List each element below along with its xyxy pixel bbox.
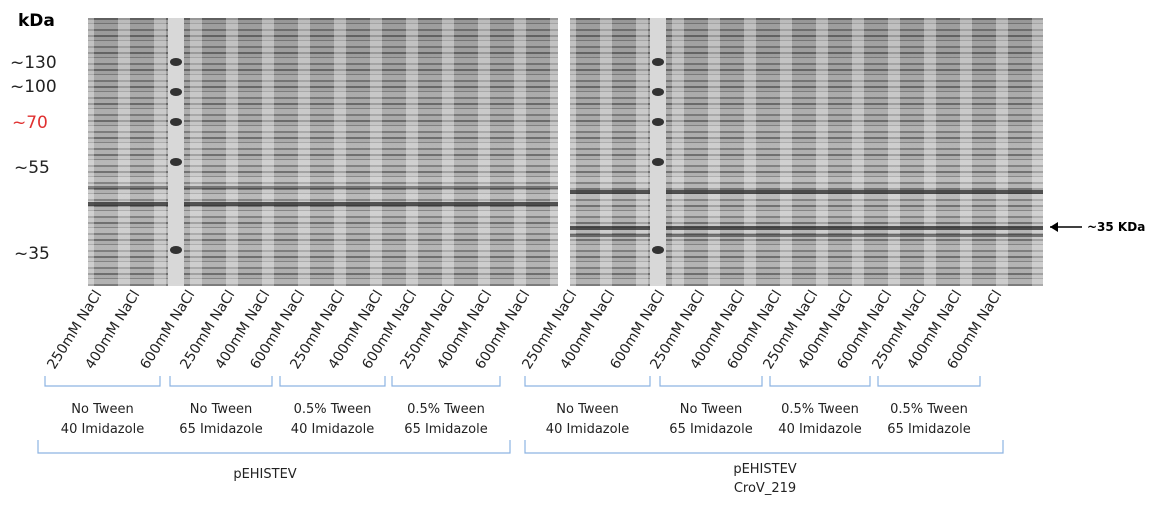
labels: kDa ~130 ~100 ~70 ~55 ~35 ~35 KDa 250mM … xyxy=(0,0,1156,507)
group-label: 0.5% Tween xyxy=(407,402,485,417)
group-bracket xyxy=(392,376,500,386)
group-label: No Tween xyxy=(680,402,742,417)
marker-label: ~35 xyxy=(14,244,50,264)
group-label: No Tween xyxy=(556,402,618,417)
group-bracket xyxy=(280,376,385,386)
annotation: ~35 KDa xyxy=(1087,220,1145,234)
group-label: 65 Imidazole xyxy=(179,422,262,437)
group-bracket xyxy=(525,376,650,386)
figure: kDa ~130 ~100 ~70 ~55 ~35 ~35 KDa 250mM … xyxy=(0,0,1156,507)
construct-bracket xyxy=(38,440,510,453)
group-label: 65 Imidazole xyxy=(404,422,487,437)
group-bracket xyxy=(170,376,272,386)
group-label: 0.5% Tween xyxy=(781,402,859,417)
group-bracket xyxy=(45,376,160,386)
group-bracket xyxy=(878,376,980,386)
marker-label: ~130 xyxy=(10,53,57,73)
unit-label: kDa xyxy=(18,11,55,31)
group-label: No Tween xyxy=(71,402,133,417)
marker-label: ~70 xyxy=(12,113,48,133)
group-label: 65 Imidazole xyxy=(887,422,970,437)
group-label: 0.5% Tween xyxy=(294,402,372,417)
construct-bracket xyxy=(525,440,1003,453)
group-label: 40 Imidazole xyxy=(291,422,374,437)
group-label: 40 Imidazole xyxy=(546,422,629,437)
group-label: 40 Imidazole xyxy=(61,422,144,437)
group-label: 40 Imidazole xyxy=(778,422,861,437)
group-label: 65 Imidazole xyxy=(669,422,752,437)
group-bracket xyxy=(770,376,870,386)
marker-label: ~55 xyxy=(14,158,50,178)
group-bracket xyxy=(660,376,762,386)
group-label: No Tween xyxy=(190,402,252,417)
marker-label: ~100 xyxy=(10,77,57,97)
arrow-head xyxy=(1050,222,1058,232)
construct-label: CroV_219 xyxy=(734,481,796,496)
group-label: 0.5% Tween xyxy=(890,402,968,417)
construct-label: pEHISTEV xyxy=(233,467,296,482)
construct-label: pEHISTEV xyxy=(733,462,796,477)
